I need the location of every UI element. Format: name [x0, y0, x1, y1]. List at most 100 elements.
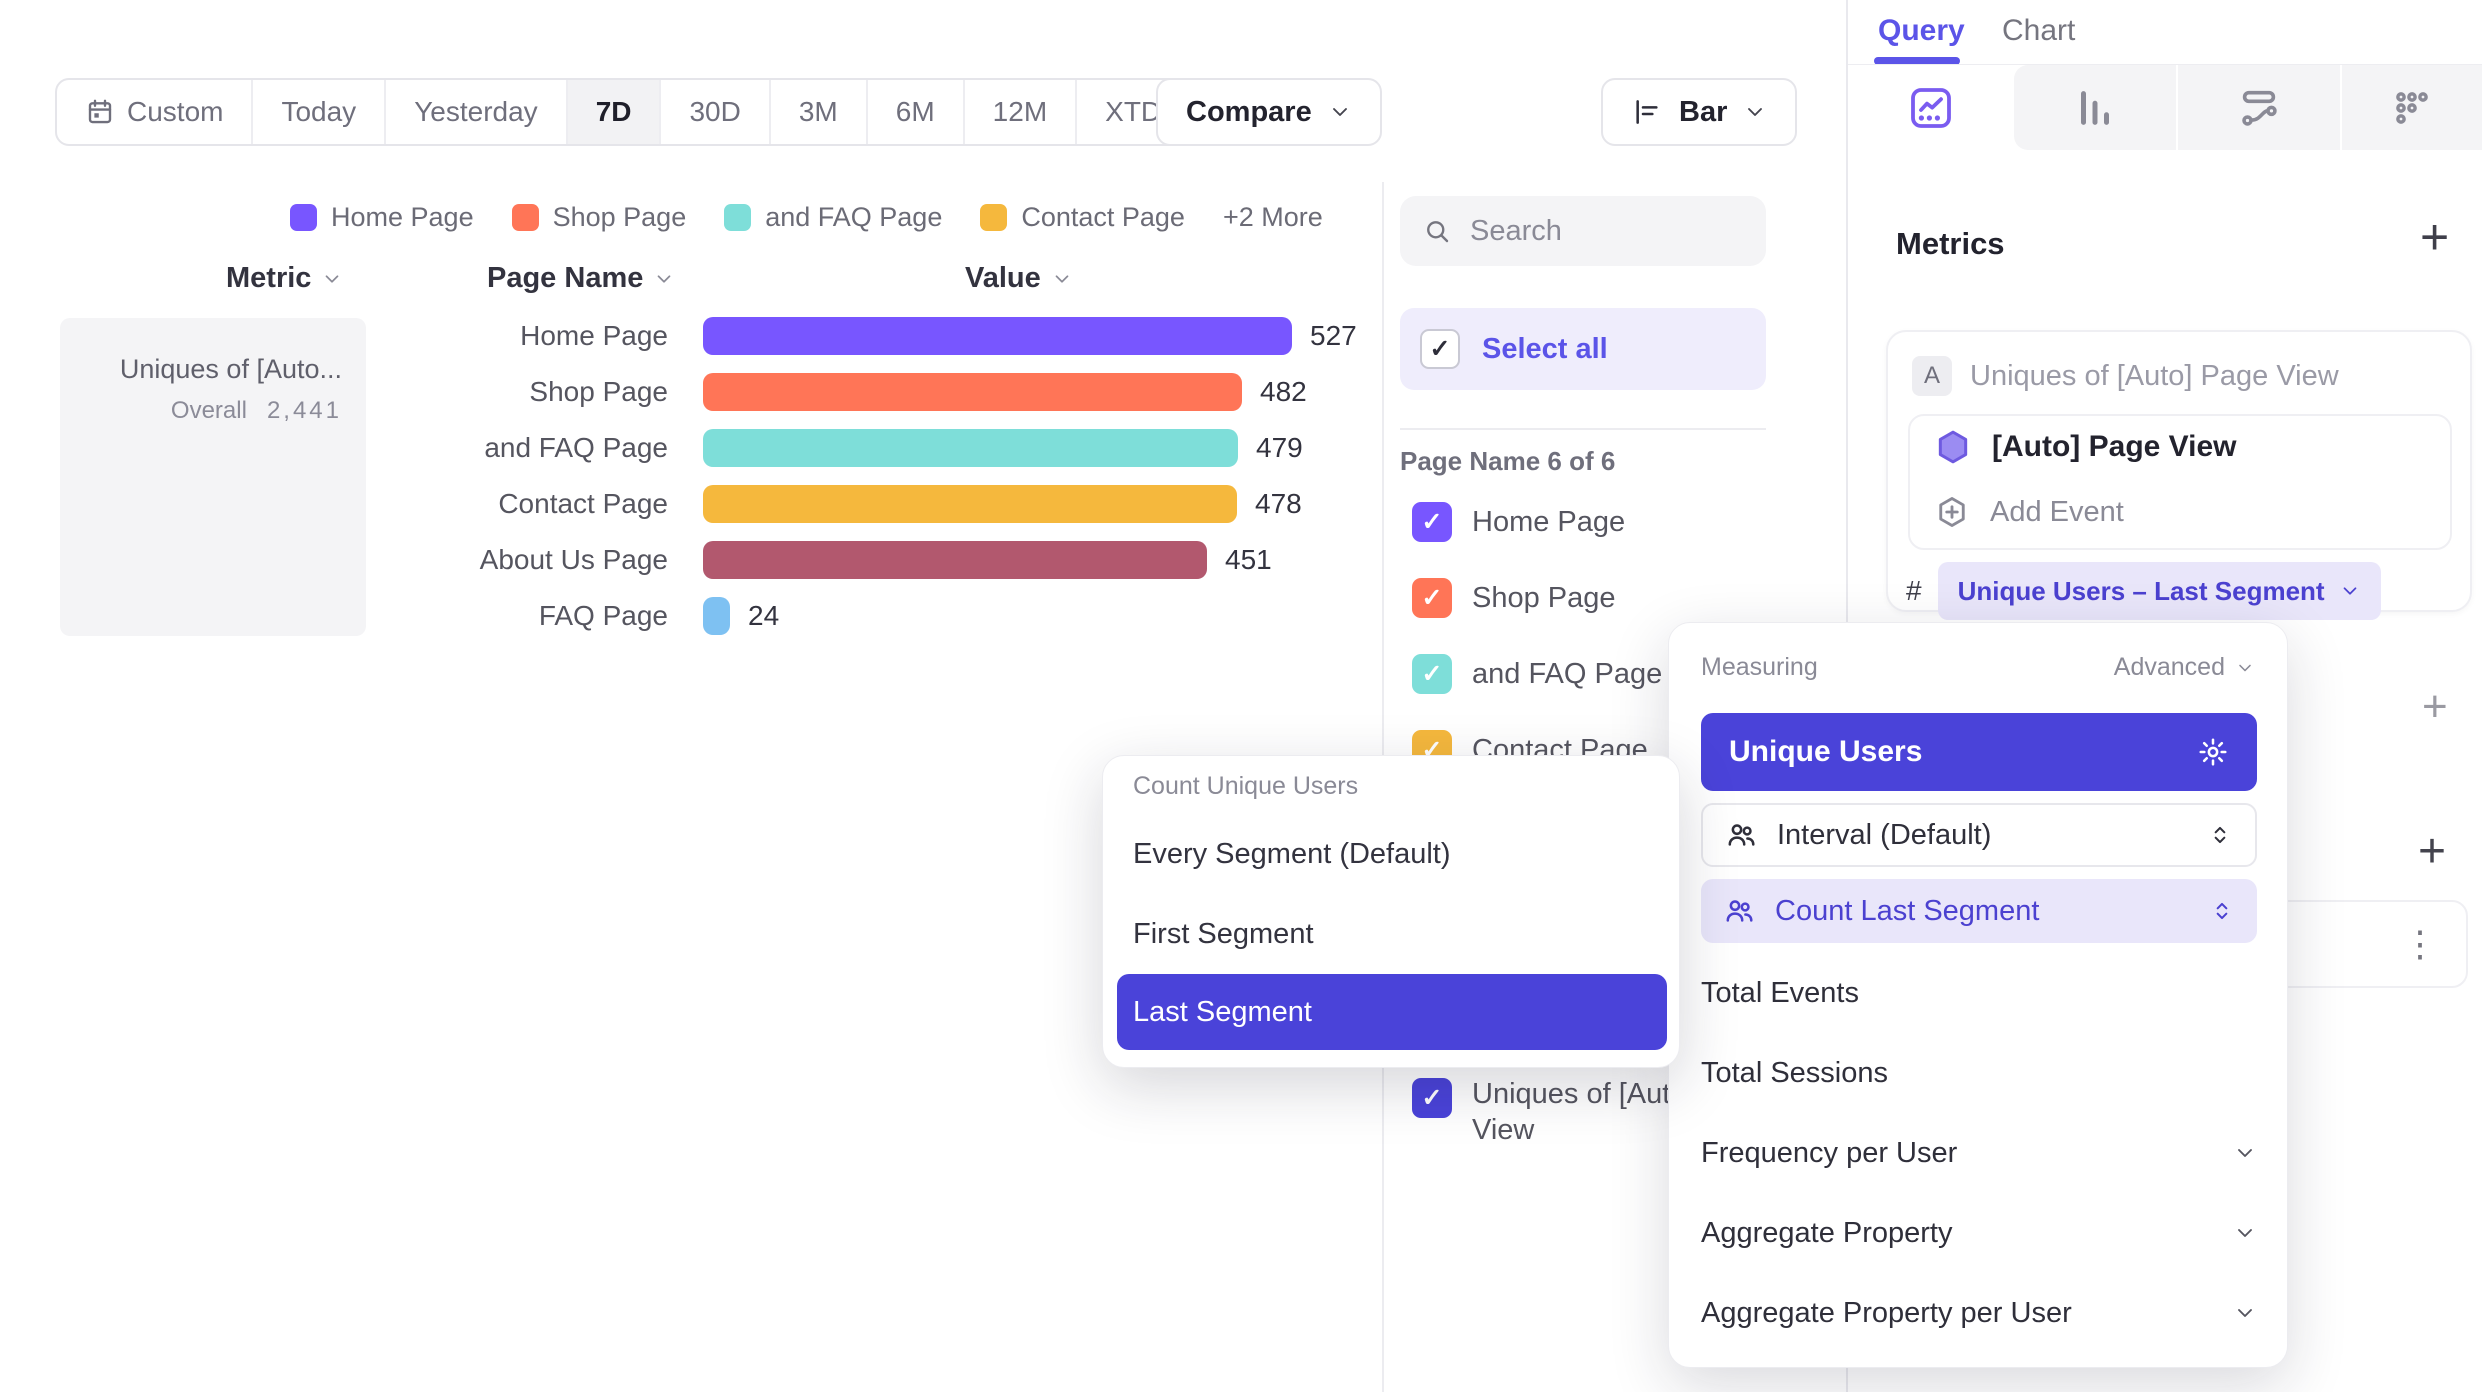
date-range-custom[interactable]: Custom: [57, 80, 254, 144]
add-breakdown-button[interactable]: +: [2418, 825, 2447, 878]
date-range-group: Custom Today Yesterday 7D 30D 3M 6M 12M XTD: [55, 78, 1226, 146]
filter-item[interactable]: ✓ and FAQ Page: [1412, 654, 1662, 694]
date-range-today[interactable]: Today: [253, 80, 387, 144]
event-name: [Auto] Page View: [1992, 430, 2237, 463]
date-range-label: XTD: [1105, 96, 1162, 127]
segment-option-first-segment[interactable]: First Segment: [1133, 918, 1314, 950]
selector-icon: [2209, 898, 2235, 924]
column-header-label: Metric: [226, 262, 312, 294]
date-range-30d[interactable]: 30D: [661, 80, 771, 144]
date-range-3m[interactable]: 3M: [771, 80, 868, 144]
column-header-page-name[interactable]: Page Name: [487, 262, 675, 295]
date-range-6m[interactable]: 6M: [868, 80, 965, 144]
unique-users-label: Unique Users: [1729, 735, 1923, 768]
row-page-name: Contact Page: [498, 488, 668, 519]
value-bar[interactable]: [703, 317, 1292, 355]
column-header-value[interactable]: Value: [965, 262, 1073, 295]
add-event-button[interactable]: Add Event: [1934, 494, 2124, 530]
row-value: 451: [1225, 544, 1272, 575]
filter-checkbox[interactable]: ✓: [1412, 654, 1452, 694]
advanced-label: Advanced: [2113, 653, 2225, 681]
table-row: and FAQ Page 479: [0, 429, 1380, 467]
metric-cell[interactable]: Uniques of [Auto... Overall 2,441: [60, 318, 366, 636]
value-bar[interactable]: [703, 373, 1242, 411]
aggregation-dropdown[interactable]: Unique Users – Last Segment: [1937, 562, 2381, 620]
date-range-xtd[interactable]: XTD: [1077, 80, 1223, 144]
report-tab-funnels[interactable]: [2014, 65, 2176, 150]
people-icon: [1725, 819, 1757, 851]
chevron-down-icon: [1051, 268, 1073, 290]
value-bar[interactable]: [703, 485, 1237, 523]
chevron-down-icon: [653, 268, 675, 290]
measuring-title: Measuring: [1701, 653, 1818, 681]
measuring-option-aggregate-property-per-user[interactable]: Aggregate Property per User: [1701, 1273, 2257, 1353]
filter-checkbox[interactable]: ✓: [1412, 502, 1452, 542]
value-bar[interactable]: [703, 597, 730, 635]
chart-type-button[interactable]: Bar: [1601, 78, 1798, 146]
add-event-label: Add Event: [1990, 495, 2124, 528]
date-range-label: Yesterday: [414, 96, 538, 127]
filter-item-label: Home Page: [1472, 505, 1626, 538]
report-tab-retention[interactable]: [2340, 65, 2482, 150]
event-row[interactable]: [Auto] Page View: [1934, 428, 2236, 466]
interval-label: Interval (Default): [1777, 818, 1992, 851]
metric-checkbox[interactable]: ✓: [1412, 1078, 1452, 1118]
advanced-toggle[interactable]: Advanced: [2114, 653, 2255, 682]
segment-option-last-segment[interactable]: Last Segment: [1117, 974, 1667, 1050]
legend-item[interactable]: Contact Page: [980, 202, 1185, 233]
add-metric-button[interactable]: +: [2420, 209, 2450, 265]
filter-item[interactable]: ✓ Home Page: [1412, 502, 1662, 542]
segment-option-every-segment-default-[interactable]: Every Segment (Default): [1133, 838, 1451, 870]
legend-item[interactable]: and FAQ Page: [724, 202, 942, 233]
row-page-name: Home Page: [520, 320, 668, 351]
metrics-section-title: Metrics: [1896, 226, 2005, 261]
chevron-down-icon: [2235, 658, 2255, 678]
date-range-7d[interactable]: 7D: [567, 80, 662, 144]
legend-item[interactable]: Home Page: [290, 202, 474, 233]
add-filter-button[interactable]: +: [2422, 682, 2448, 731]
compare-button[interactable]: Compare: [1156, 78, 1382, 146]
value-bar[interactable]: [703, 429, 1238, 467]
tab-query[interactable]: Query: [1878, 14, 1965, 47]
flows-icon: [2236, 85, 2282, 131]
interval-selector[interactable]: Interval (Default): [1701, 803, 2257, 867]
legend-label: Contact Page: [1021, 202, 1185, 232]
column-header-label: Page Name: [487, 262, 644, 294]
measuring-option-label: Frequency per User: [1701, 1136, 1958, 1169]
chevron-down-icon: [2233, 1141, 2257, 1165]
value-bar[interactable]: [703, 541, 1207, 579]
measuring-option-total-sessions[interactable]: Total Sessions: [1701, 1033, 2257, 1113]
legend-more[interactable]: +2 More: [1222, 202, 1323, 232]
select-all-row[interactable]: ✓ Select all: [1400, 308, 1766, 390]
table-row: Contact Page 478: [0, 485, 1380, 523]
column-header-label: Value: [965, 262, 1041, 294]
report-tab-insights[interactable]: [1848, 65, 2014, 150]
measuring-option-unique-users[interactable]: Unique Users: [1701, 713, 2257, 791]
search-input[interactable]: Search: [1400, 196, 1766, 266]
measuring-option-label: Aggregate Property: [1701, 1216, 1953, 1249]
metric-card-title[interactable]: Uniques of [Auto] Page View: [1970, 360, 2339, 392]
count-last-segment-selector[interactable]: Count Last Segment: [1701, 879, 2257, 943]
measuring-option-total-events[interactable]: Total Events: [1701, 953, 2257, 1033]
calendar-icon: [85, 97, 115, 127]
select-all-checkbox[interactable]: ✓: [1420, 329, 1460, 369]
table-row: About Us Page 451: [0, 541, 1380, 579]
chevron-down-icon: [2233, 1301, 2257, 1325]
gear-icon[interactable]: [2197, 736, 2229, 768]
report-tab-flows[interactable]: [2176, 65, 2340, 150]
date-range-12m[interactable]: 12M: [965, 80, 1078, 144]
measuring-option-aggregate-property[interactable]: Aggregate Property: [1701, 1193, 2257, 1273]
kebab-menu-icon[interactable]: ⋮: [2402, 923, 2440, 964]
filter-checkbox[interactable]: ✓: [1412, 578, 1452, 618]
legend-label: and FAQ Page: [765, 202, 943, 232]
column-header-metric[interactable]: Metric: [226, 262, 343, 295]
measuring-option-frequency-per-user[interactable]: Frequency per User: [1701, 1113, 2257, 1193]
chart-type-label: Bar: [1679, 95, 1728, 128]
legend-item[interactable]: Shop Page: [511, 202, 686, 233]
date-range-yesterday[interactable]: Yesterday: [386, 80, 568, 144]
tab-chart[interactable]: Chart: [2002, 14, 2076, 47]
table-row: FAQ Page 24: [0, 597, 1380, 635]
search-placeholder: Search: [1470, 214, 1562, 247]
filter-item[interactable]: ✓ Shop Page: [1412, 578, 1662, 618]
